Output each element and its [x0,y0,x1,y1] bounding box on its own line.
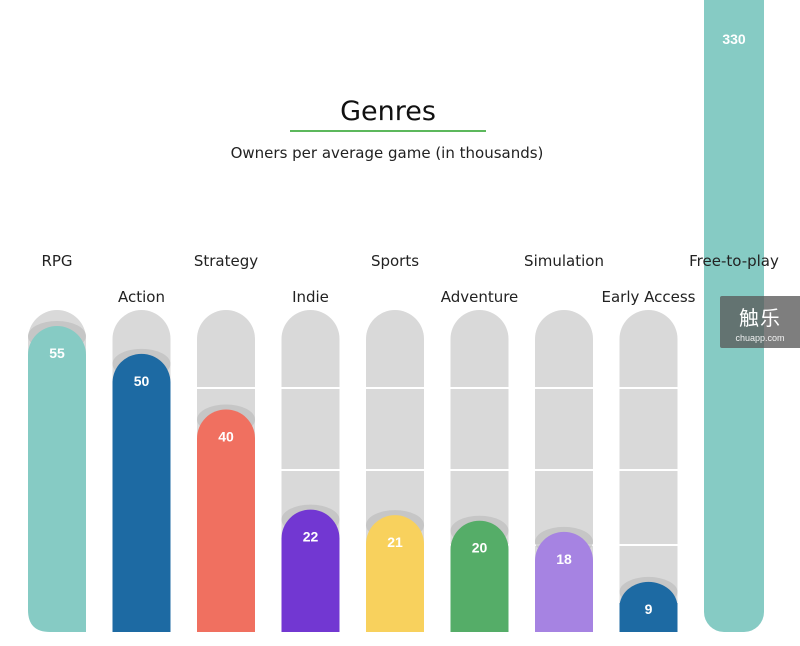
bar-base-1 [112,603,171,632]
bar-base-3 [281,603,340,632]
value-label-5: 20 [472,540,488,556]
bar-base-4 [366,603,424,632]
value-label-1: 50 [134,373,150,389]
bar-1 [112,353,171,632]
bar-0 [28,326,86,632]
bar-base-2 [197,603,255,632]
bar-2 [197,409,255,632]
bar-base-0 [28,603,86,632]
category-label-7: Early Access [602,288,696,306]
watermark-logo: 触乐 chuapp.com [720,296,800,348]
bar-4 [366,515,424,632]
value-label-2: 40 [218,428,234,444]
bar-base-7 [619,603,678,632]
title-underline [290,130,486,132]
value-label-0: 55 [49,345,65,361]
chart-subtitle: Owners per average game (in thousands) [230,144,544,162]
category-label-2: Strategy [194,252,258,270]
category-label-8: Free-to-play [689,252,779,270]
watermark-url: chuapp.com [735,333,785,343]
category-label-4: Sports [371,252,419,270]
bar-base-5 [450,603,509,632]
base-corner-left [28,610,50,632]
category-label-3: Indie [292,288,329,306]
value-label-8: 330 [722,31,746,47]
bar-base-6 [535,603,593,632]
watermark-brand: 触乐 [739,306,781,330]
chart-title: Genres [340,96,436,127]
value-label-6: 18 [556,551,572,567]
category-label-1: Action [118,288,165,306]
value-label-7: 9 [645,601,653,617]
value-label-3: 22 [303,529,319,545]
bar-foot-8 [704,592,764,632]
category-label-5: Adventure [441,288,519,306]
category-label-6: Simulation [524,252,604,270]
category-label-0: RPG [41,252,72,270]
bar-3 [281,509,340,632]
value-label-4: 21 [387,534,403,550]
